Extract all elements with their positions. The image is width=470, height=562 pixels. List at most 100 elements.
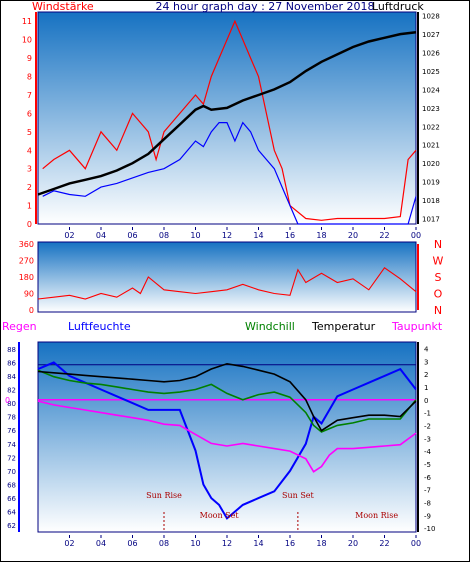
temp-y-tick: -10	[424, 525, 435, 533]
temp-y-tick: -4	[424, 448, 432, 456]
temp-y-tick: -5	[424, 461, 431, 469]
chart-title: 24 hour graph day : 27 November 2018	[155, 0, 374, 13]
pressure-y-tick: 1025	[422, 68, 440, 76]
wind-y-tick: 7	[27, 91, 32, 100]
direction-y-tick: 0	[29, 306, 34, 315]
wind-y-tick: 5	[27, 128, 32, 137]
x-tick-label: 16	[285, 231, 295, 240]
x-tick-label: 06	[127, 231, 137, 240]
x-tick-label: 00	[411, 231, 421, 240]
temp-y-tick: -7	[424, 487, 431, 495]
temp-y-tick: 0	[424, 397, 428, 405]
series-wind-avg	[42, 121, 417, 225]
temp-y-tick: -8	[424, 499, 431, 507]
direction-compass-label: S	[435, 271, 442, 284]
humidity-y-tick: 88	[7, 346, 16, 354]
wind-y-tick: 11	[22, 17, 32, 26]
x-tick-label: 02	[64, 539, 74, 548]
humidity-y-tick: 74	[7, 441, 16, 449]
humidity-y-tick: 82	[7, 387, 16, 395]
humidity-y-tick: 66	[7, 495, 16, 503]
pressure-y-tick: 1027	[422, 31, 440, 39]
wind-axis-label: Windstärke	[32, 0, 94, 13]
wind-y-tick: 1	[27, 202, 32, 211]
direction-y-tick: 270	[19, 257, 34, 266]
temp-y-tick: -9	[424, 512, 431, 520]
x-tick-label: 20	[348, 231, 358, 240]
pressure-y-tick: 1019	[422, 179, 440, 187]
direction-y-tick: 180	[19, 273, 34, 282]
legend-regen: Regen	[2, 320, 37, 333]
x-tick-label: 06	[127, 539, 137, 548]
humidity-y-tick: 78	[7, 414, 16, 422]
wind-y-tick: 9	[27, 54, 32, 63]
humidity-y-tick: 76	[7, 427, 16, 435]
temp-y-tick: 1	[424, 384, 428, 392]
wind-y-tick: 8	[27, 73, 32, 82]
direction-compass-label: N	[434, 238, 442, 251]
temp-y-tick: -1	[424, 410, 431, 418]
astro-annotation: Moon Rise	[355, 511, 398, 520]
pressure-y-tick: 1021	[422, 142, 440, 150]
temp-y-tick: -6	[424, 474, 432, 482]
x-tick-label: 00	[411, 539, 421, 548]
temp-y-tick: 4	[424, 345, 429, 353]
x-tick-label: 04	[96, 539, 106, 548]
x-tick-label: 18	[316, 231, 326, 240]
x-tick-label: 18	[316, 539, 326, 548]
temp-y-tick: 2	[424, 371, 428, 379]
temp-panel	[37, 341, 417, 533]
series-luftdruck	[37, 31, 417, 196]
pressure-y-tick: 1017	[422, 215, 440, 223]
humidity-y-tick: 68	[7, 482, 16, 490]
x-tick-label: 16	[285, 539, 295, 548]
pressure-axis-label: Luftdruck	[372, 0, 424, 13]
x-tick-label: 08	[159, 539, 169, 548]
series-temperatur	[37, 362, 417, 432]
temp-y-tick: -3	[424, 435, 431, 443]
pressure-y-tick: 1022	[422, 123, 440, 131]
humidity-y-tick: 70	[7, 468, 16, 476]
x-tick-label: 10	[190, 231, 200, 240]
direction-compass-label: O	[434, 288, 443, 301]
x-tick-label: 14	[253, 231, 263, 240]
x-tick-label: 22	[379, 231, 389, 240]
direction-compass-label: N	[434, 304, 442, 317]
wind-y-tick: 6	[27, 109, 32, 118]
pressure-y-tick: 1023	[422, 105, 440, 113]
direction-y-tick: 90	[24, 290, 34, 299]
astro-annotation: Sun Set	[282, 491, 315, 500]
legend-luftfeuchte: Luftfeuchte	[68, 320, 131, 333]
x-tick-label: 04	[96, 231, 106, 240]
wind-y-tick: 2	[27, 183, 32, 192]
pressure-y-tick: 1020	[422, 160, 440, 168]
humidity-y-tick: 84	[7, 373, 16, 381]
x-tick-label: 12	[222, 231, 232, 240]
x-tick-label: 10	[190, 539, 200, 548]
wind-y-tick: 0	[27, 220, 32, 229]
x-tick-label: 22	[379, 539, 389, 548]
series-windstärke	[42, 19, 417, 221]
wind-y-tick: 10	[22, 36, 32, 45]
direction-compass-label: W	[433, 255, 444, 268]
series-windchill	[37, 369, 417, 433]
x-tick-label: 20	[348, 539, 358, 548]
series-direction	[37, 267, 417, 300]
humidity-y-tick: 80	[7, 400, 16, 408]
wind-y-tick: 4	[27, 146, 32, 155]
humidity-y-tick: 86	[7, 359, 16, 367]
pressure-y-tick: 1026	[422, 50, 440, 58]
legend-taupunkt: Taupunkt	[391, 320, 443, 333]
rain-zero-label: 0	[5, 396, 10, 405]
humidity-y-tick: 72	[7, 454, 16, 462]
pressure-y-tick: 1024	[422, 86, 440, 94]
series-taupunkt	[37, 400, 417, 473]
direction-y-tick: 360	[19, 240, 34, 249]
x-tick-label: 12	[222, 539, 232, 548]
astro-annotation: Moon Set	[200, 511, 240, 520]
wind-y-tick: 3	[27, 165, 32, 174]
humidity-y-tick: 64	[7, 509, 16, 517]
legend-windchill: Windchill	[245, 320, 295, 333]
x-tick-label: 02	[64, 231, 74, 240]
